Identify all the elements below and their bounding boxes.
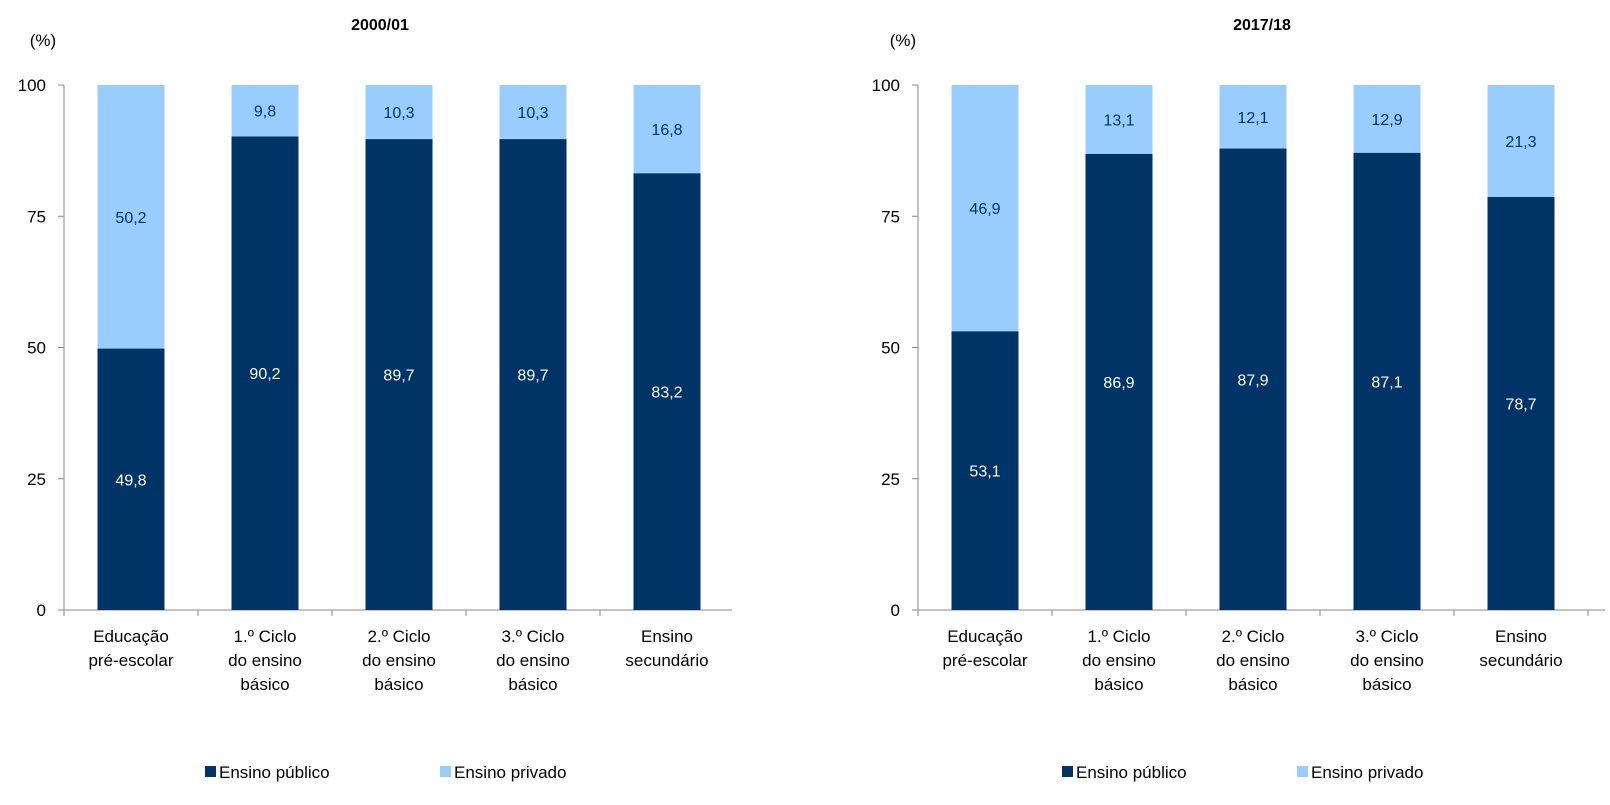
legend-label: Ensino público (219, 763, 330, 782)
data-label: 89,7 (383, 368, 414, 385)
x-tick-label: básico (508, 675, 557, 694)
bar-private (951, 85, 1019, 332)
y-tick-label: 75 (881, 207, 900, 226)
x-tick-label: secundário (625, 651, 708, 670)
bar-private (1487, 85, 1555, 197)
y-tick-label: 50 (881, 339, 900, 358)
legend-swatch-public (205, 766, 216, 777)
data-label: 83,2 (651, 385, 682, 402)
chart-title: 2017/18 (1233, 17, 1291, 34)
x-tick-label: Ensino (641, 627, 693, 646)
y-axis-unit-label: (%) (30, 31, 56, 50)
data-label: 13,1 (1103, 112, 1134, 129)
data-label: 86,9 (1103, 375, 1134, 392)
bar-private (499, 85, 567, 140)
x-tick-label: do ensino (1216, 651, 1290, 670)
legend-label: Ensino privado (1311, 763, 1423, 782)
data-label: 10,3 (383, 105, 414, 122)
chart-title: 2000/01 (351, 17, 409, 34)
x-tick-label: 2.º Ciclo (1222, 627, 1285, 646)
bar-public (231, 136, 299, 610)
data-label: 12,9 (1371, 112, 1402, 129)
legend: Ensino público Ensino privado (205, 763, 566, 782)
bar-private (231, 85, 299, 137)
x-tick-label: pré-escolar (88, 651, 173, 670)
chart-panel-2017-18: 2017/18 (%) 0 25 50 75 100 53,1 46,9 Educação pr… (872, 17, 1605, 782)
legend-label: Ensino público (1076, 763, 1187, 782)
x-tick-label: secundário (1479, 651, 1562, 670)
chart-panel-2000-01: 2000/01 (%) 0 25 50 75 100 49,8 50,2 Educação pr… (18, 17, 732, 782)
x-tick-label: do ensino (1082, 651, 1156, 670)
y-tick-label: 25 (881, 470, 900, 489)
bar-public (1219, 148, 1287, 610)
x-tick-label: 1.º Ciclo (1088, 627, 1151, 646)
x-tick-label: 1.º Ciclo (234, 627, 297, 646)
bar-public (97, 348, 165, 610)
bar-private (1219, 85, 1287, 149)
bar-public (499, 139, 567, 610)
data-label: 78,7 (1505, 396, 1536, 413)
plot-area: 0 25 50 75 100 53,1 46,9 Educação pré-escolar 86,… (872, 76, 1605, 694)
x-tick-label: do ensino (228, 651, 302, 670)
bar-public (365, 139, 433, 610)
data-label: 49,8 (115, 472, 146, 489)
bar-public (1353, 152, 1421, 610)
y-tick-label: 0 (37, 601, 46, 620)
legend-label: Ensino privado (454, 763, 566, 782)
y-tick-label: 50 (27, 339, 46, 358)
y-tick-label: 100 (18, 76, 46, 95)
data-label: 16,8 (651, 122, 682, 139)
bar-private (97, 85, 165, 349)
x-tick-label: básico (1362, 675, 1411, 694)
data-label: 90,2 (249, 366, 280, 383)
bar-public (1085, 153, 1153, 610)
x-tick-label: Ensino (1495, 627, 1547, 646)
y-tick-label: 25 (27, 470, 46, 489)
bar-private (1353, 85, 1421, 153)
y-axis-unit-label: (%) (890, 31, 916, 50)
legend-swatch-private (1297, 766, 1308, 777)
legend-swatch-private (440, 766, 451, 777)
x-tick-label: 2.º Ciclo (368, 627, 431, 646)
bar-public (1487, 196, 1555, 610)
bar-public (633, 173, 701, 610)
x-tick-label: do ensino (496, 651, 570, 670)
x-tick-label: do ensino (1350, 651, 1424, 670)
legend: Ensino público Ensino privado (1062, 763, 1423, 782)
data-label: 12,1 (1237, 110, 1268, 127)
y-tick-label: 75 (27, 207, 46, 226)
data-label: 87,9 (1237, 372, 1268, 389)
x-tick-label: Educação (947, 627, 1023, 646)
plot-area: 0 25 50 75 100 49,8 50,2 Educação pré-escolar 90,… (18, 76, 732, 694)
x-tick-label: 3.º Ciclo (1356, 627, 1419, 646)
legend-swatch-public (1062, 766, 1073, 777)
data-label: 9,8 (254, 104, 276, 121)
data-label: 53,1 (969, 464, 1000, 481)
data-label: 50,2 (115, 210, 146, 227)
bar-private (1085, 85, 1153, 154)
bar-private (633, 85, 701, 174)
y-tick-label: 0 (891, 601, 900, 620)
y-tick-label: 100 (872, 76, 900, 95)
bar-public (951, 331, 1019, 610)
data-label: 46,9 (969, 201, 1000, 218)
x-tick-label: Educação (93, 627, 169, 646)
x-tick-label: do ensino (362, 651, 436, 670)
data-label: 10,3 (517, 105, 548, 122)
x-tick-label: básico (374, 675, 423, 694)
x-tick-label: básico (1228, 675, 1277, 694)
x-tick-label: 3.º Ciclo (502, 627, 565, 646)
data-label: 89,7 (517, 368, 548, 385)
bar-private (365, 85, 433, 140)
x-tick-label: básico (240, 675, 289, 694)
data-label: 21,3 (1505, 134, 1536, 151)
data-label: 87,1 (1371, 374, 1402, 391)
x-tick-label: pré-escolar (942, 651, 1027, 670)
x-tick-label: básico (1094, 675, 1143, 694)
